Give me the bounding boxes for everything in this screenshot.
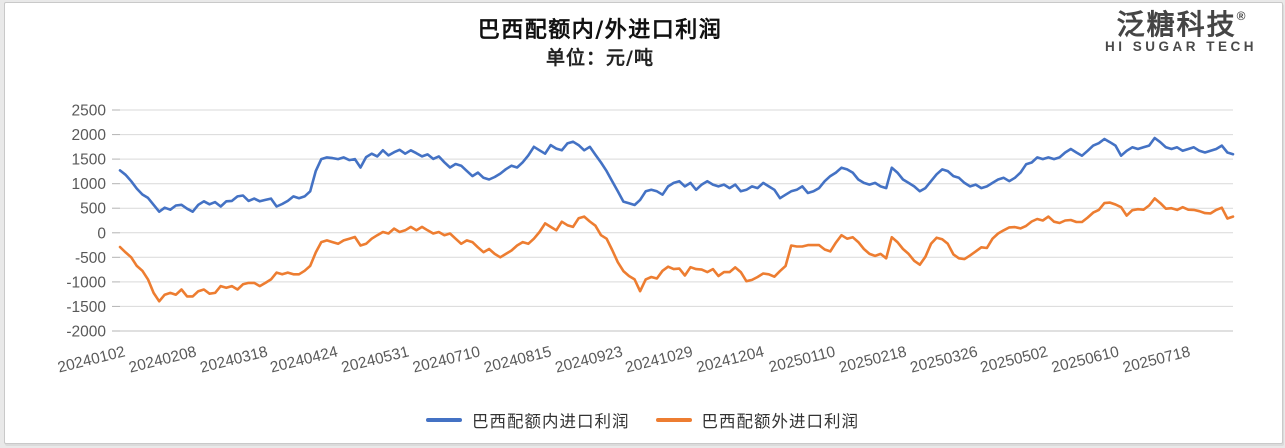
svg-text:20240710: 20240710 xyxy=(411,343,482,376)
legend-line-swatch-blue xyxy=(426,418,462,422)
svg-text:1000: 1000 xyxy=(72,176,107,193)
svg-text:2500: 2500 xyxy=(72,103,107,120)
registered-trademark-icon: ® xyxy=(1236,9,1246,23)
svg-text:20250718: 20250718 xyxy=(1121,343,1192,376)
svg-text:20240531: 20240531 xyxy=(340,343,411,376)
svg-text:20241204: 20241204 xyxy=(695,343,766,376)
brand-logo: 泛糖科技® HI SUGAR TECH xyxy=(1105,10,1257,55)
legend-label-quota-in: 巴西配额内进口利润 xyxy=(472,412,630,431)
svg-text:20240208: 20240208 xyxy=(127,343,198,376)
brand-subtitle: HI SUGAR TECH xyxy=(1104,39,1257,55)
legend-item-quota-out: 巴西配额外进口利润 xyxy=(655,408,860,432)
svg-text:2000: 2000 xyxy=(72,127,107,144)
svg-text:20250502: 20250502 xyxy=(979,343,1050,376)
legend-line-swatch-orange xyxy=(655,418,692,422)
svg-text:20250110: 20250110 xyxy=(767,343,837,376)
svg-text:-500: -500 xyxy=(75,250,106,267)
svg-text:-1500: -1500 xyxy=(66,299,106,316)
svg-text:20240102: 20240102 xyxy=(56,343,127,376)
chart-title: 巴西配额内/外进口利润 xyxy=(477,17,723,43)
svg-text:500: 500 xyxy=(80,201,106,218)
legend-item-quota-in: 巴西配额内进口利润 xyxy=(426,408,630,432)
svg-text:20250610: 20250610 xyxy=(1050,343,1121,376)
svg-text:20240424: 20240424 xyxy=(269,343,340,376)
svg-text:20240923: 20240923 xyxy=(553,343,624,376)
svg-text:-1000: -1000 xyxy=(66,274,106,291)
svg-text:0: 0 xyxy=(97,225,106,242)
svg-text:20250218: 20250218 xyxy=(837,343,908,376)
legend-label-quota-out: 巴西配额外进口利润 xyxy=(701,412,859,431)
svg-text:20250326: 20250326 xyxy=(908,343,979,376)
svg-text:-2000: -2000 xyxy=(66,324,106,341)
svg-text:20241029: 20241029 xyxy=(624,343,695,376)
brand-name: 泛糖科技 xyxy=(1116,9,1237,40)
chart-card xyxy=(4,2,1283,444)
legend: 巴西配额内进口利润 巴西配额外进口利润 xyxy=(0,408,1285,432)
svg-text:20240815: 20240815 xyxy=(482,343,553,376)
svg-text:1500: 1500 xyxy=(72,152,107,169)
svg-text:20240318: 20240318 xyxy=(198,343,269,376)
chart-subtitle: 单位：元/吨 xyxy=(546,47,654,69)
